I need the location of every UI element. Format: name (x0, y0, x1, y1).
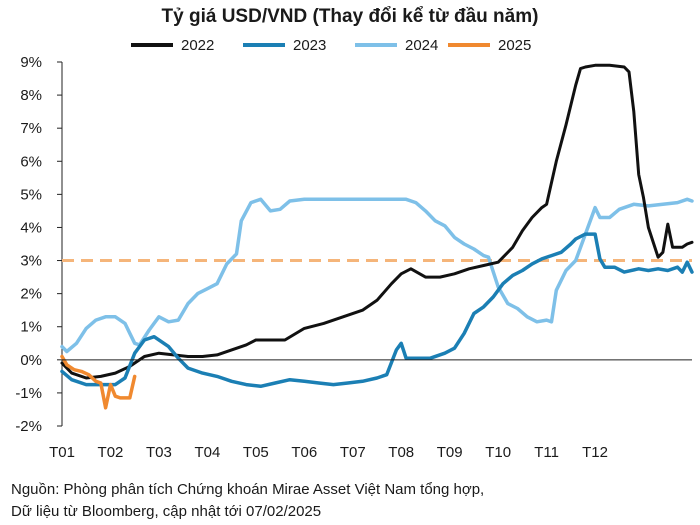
source-line-2: Dữ liệu từ Bloomberg, cập nhật tới 07/02… (11, 503, 322, 520)
series-group (60, 63, 694, 410)
x-tick-label: T05 (243, 444, 269, 461)
y-tick-label: 6% (20, 153, 42, 170)
legend-label-2023: 2023 (293, 37, 326, 54)
x-tick-label: T07 (340, 444, 366, 461)
x-tick-label: T11 (534, 444, 559, 461)
x-axis: T01 T02 T03 T04 T05 T06 T07 T08 T09 T10 T11 T12 (49, 359, 692, 461)
x-tick-label: T09 (437, 444, 463, 461)
series-line-2022 (60, 63, 694, 380)
x-tick-label: T06 (291, 444, 317, 461)
legend-label-2025: 2025 (498, 37, 531, 54)
y-tick-label: 2% (20, 286, 42, 303)
y-tick-label: 1% (20, 319, 42, 336)
x-tick-label: T10 (485, 444, 511, 461)
series-line-2025 (60, 354, 137, 410)
y-tick-label: 9% (20, 54, 42, 71)
x-tick-label: T08 (388, 444, 414, 461)
y-tick-label: 5% (20, 186, 42, 203)
x-tick-label: T03 (146, 444, 172, 461)
x-tick-label: T02 (98, 444, 124, 461)
y-tick-label: -2% (15, 418, 42, 435)
x-tick-label: T12 (582, 444, 608, 461)
y-tick-label: 8% (20, 87, 42, 104)
legend-label-2024: 2024 (405, 37, 438, 54)
y-axis: -2% -1% 0% 1% 2% 3% 4% 5% 6% 7% 8% 9% (15, 54, 63, 435)
legend-label-2022: 2022 (181, 37, 214, 54)
usd-vnd-line-chart: Tỷ giá USD/VND (Thay đổi kể từ đầu năm) … (15, 6, 694, 461)
source-note: Nguồn: Phòng phân tích Chứng khoán Mirae… (11, 479, 484, 523)
y-tick-label: 0% (20, 352, 42, 369)
chart-legend: 2022 2023 2024 2025 (131, 37, 531, 54)
series-line-2023 (60, 232, 694, 389)
y-tick-label: 3% (20, 253, 42, 270)
chart-title: Tỷ giá USD/VND (Thay đổi kể từ đầu năm) (162, 6, 539, 27)
x-tick-label: T01 (49, 444, 75, 461)
source-line-1: Nguồn: Phòng phân tích Chứng khoán Mirae… (11, 481, 485, 498)
y-tick-label: -1% (15, 385, 42, 402)
series-line-2024 (60, 197, 694, 354)
y-tick-label: 7% (20, 120, 42, 137)
y-tick-label: 4% (20, 219, 42, 236)
x-tick-label: T04 (194, 444, 220, 461)
